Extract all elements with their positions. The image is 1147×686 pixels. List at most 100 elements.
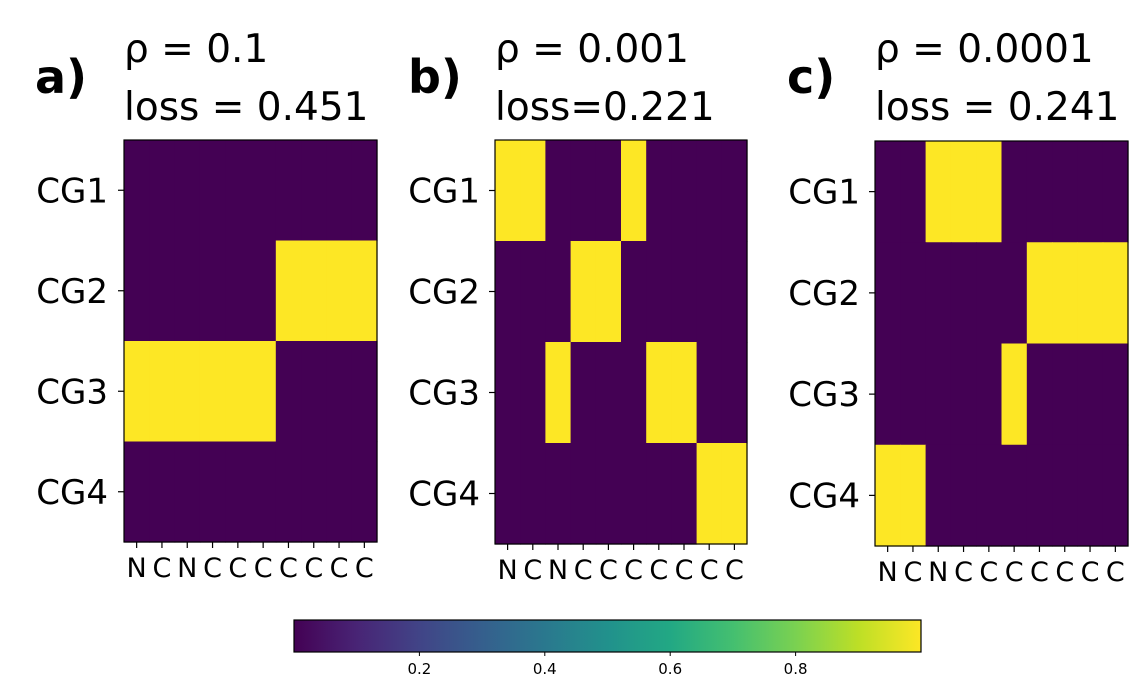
heatmap-cell bbox=[124, 441, 150, 543]
heatmap-frame bbox=[494, 139, 748, 545]
heatmap-cell bbox=[1026, 141, 1053, 243]
heatmap-cell bbox=[545, 443, 572, 545]
heatmap-cell bbox=[495, 443, 521, 545]
heatmap-cell bbox=[326, 240, 353, 342]
heatmap-cell bbox=[900, 242, 927, 345]
heatmap-cell bbox=[275, 441, 302, 543]
x-tick-label: C bbox=[979, 557, 998, 588]
y-tick-label: CG3 bbox=[36, 372, 108, 412]
heatmap-cell bbox=[520, 241, 546, 343]
heatmap-cell bbox=[595, 342, 622, 444]
heatmap-cell bbox=[1077, 444, 1104, 547]
heatmap-cell bbox=[275, 140, 302, 242]
colorbar-tick-label: 0.6 bbox=[658, 660, 682, 678]
panel-letter: a) bbox=[35, 50, 87, 104]
heatmap-cell bbox=[925, 343, 952, 446]
panel-title-rho: ρ = 0.0001 bbox=[875, 27, 1094, 72]
heatmap-cell bbox=[174, 441, 201, 543]
heatmap-cell bbox=[149, 240, 176, 342]
x-tick-label: C bbox=[279, 553, 298, 584]
heatmap-cell bbox=[950, 141, 977, 243]
heatmap-cell bbox=[976, 141, 1003, 243]
x-tick-label: C bbox=[330, 553, 349, 584]
y-tick-label: CG1 bbox=[788, 173, 860, 213]
heatmap-cell bbox=[149, 441, 176, 543]
heatmap-cell bbox=[621, 140, 647, 242]
heatmap-cell bbox=[1052, 242, 1078, 345]
heatmap-cell bbox=[950, 444, 977, 547]
heatmap-cell bbox=[671, 140, 698, 242]
heatmap-cell bbox=[351, 140, 378, 242]
heatmap-cell bbox=[199, 341, 226, 443]
heatmap-cell bbox=[1052, 444, 1078, 547]
heatmap-frame bbox=[874, 140, 1129, 547]
y-tick-label: CG4 bbox=[408, 475, 480, 515]
heatmap-cell bbox=[1026, 343, 1053, 446]
heatmap-cell bbox=[275, 341, 302, 443]
x-tick-label: C bbox=[725, 555, 744, 586]
heatmap-cell bbox=[1052, 141, 1078, 243]
x-tick-label: C bbox=[203, 553, 222, 584]
x-tick-label: C bbox=[1081, 557, 1100, 588]
heatmap-cell bbox=[621, 443, 647, 545]
heatmap-cell bbox=[301, 140, 327, 242]
heatmap-cell bbox=[570, 342, 597, 444]
heatmap-cell bbox=[595, 443, 622, 545]
heatmap-cell bbox=[495, 342, 521, 444]
heatmap-cell bbox=[225, 240, 252, 342]
x-tick-label: C bbox=[574, 555, 593, 586]
heatmap-cell bbox=[326, 140, 353, 242]
heatmap-cell bbox=[301, 441, 327, 543]
heatmap-cell bbox=[199, 140, 226, 242]
heatmap-cell bbox=[621, 241, 647, 343]
x-tick-label: N bbox=[127, 553, 147, 584]
x-tick-label: C bbox=[523, 555, 542, 586]
x-tick-label: C bbox=[1030, 557, 1049, 588]
heatmap-cell bbox=[199, 240, 226, 342]
heatmap-cell bbox=[225, 441, 252, 543]
heatmap-cell bbox=[199, 441, 226, 543]
heatmap-cell bbox=[149, 341, 176, 443]
x-tick-label: C bbox=[1106, 557, 1125, 588]
heatmap-cell bbox=[875, 242, 901, 345]
heatmap-cell bbox=[950, 242, 977, 345]
x-tick-label: C bbox=[624, 555, 643, 586]
heatmap-cell bbox=[520, 140, 546, 242]
heatmap-cell bbox=[1026, 242, 1053, 345]
heatmap-cell bbox=[950, 343, 977, 446]
x-tick-label: N bbox=[497, 555, 517, 586]
heatmap-cell bbox=[570, 443, 597, 545]
heatmap-cell bbox=[250, 441, 277, 543]
heatmap-cell bbox=[149, 140, 176, 242]
x-tick-label: N bbox=[878, 557, 898, 588]
panel-title-loss: loss=0.221 bbox=[495, 85, 715, 130]
panel-letter: b) bbox=[408, 50, 462, 104]
x-tick-label: C bbox=[1005, 557, 1024, 588]
x-tick-label: C bbox=[355, 553, 374, 584]
heatmap-cell bbox=[1077, 141, 1104, 243]
heatmap-cell bbox=[875, 444, 901, 547]
heatmap-cell bbox=[875, 343, 901, 446]
heatmap-cell bbox=[124, 140, 150, 242]
heatmap-cell bbox=[621, 342, 647, 444]
heatmap-cell bbox=[671, 241, 698, 343]
heatmap-cell bbox=[351, 441, 378, 543]
heatmap-cell bbox=[545, 342, 572, 444]
heatmap-cell bbox=[174, 240, 201, 342]
y-tick-label: CG2 bbox=[36, 272, 108, 312]
panel-title-rho: ρ = 0.1 bbox=[124, 27, 268, 72]
heatmap-cell bbox=[646, 241, 672, 343]
x-tick-label: C bbox=[304, 553, 323, 584]
heatmap-cell bbox=[174, 140, 201, 242]
heatmap-cell bbox=[976, 444, 1003, 547]
heatmap-cell bbox=[1052, 343, 1078, 446]
x-tick-label: N bbox=[928, 557, 948, 588]
heatmap-cell bbox=[976, 242, 1003, 345]
x-tick-label: N bbox=[177, 553, 197, 584]
y-tick-label: CG1 bbox=[36, 171, 108, 211]
heatmap-cell bbox=[595, 241, 622, 343]
x-tick-label: C bbox=[153, 553, 172, 584]
heatmap-cell bbox=[925, 141, 952, 243]
